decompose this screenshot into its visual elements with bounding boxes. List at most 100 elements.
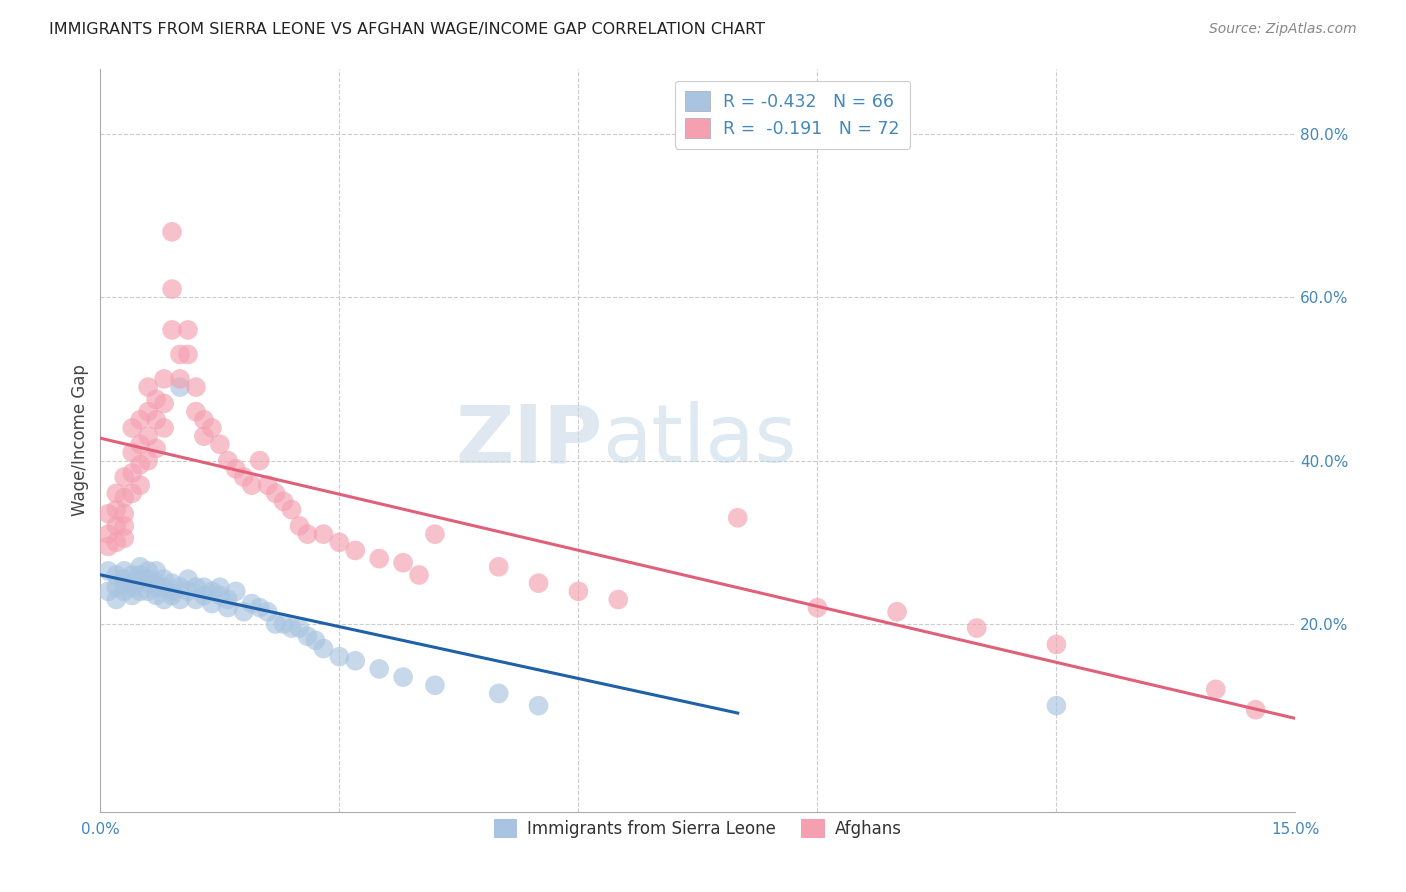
Point (136, 584, 159, 599)
Point (160, 323, 183, 337)
Point (208, 437, 231, 451)
Point (121, 576, 143, 591)
Point (129, 584, 152, 599)
Point (153, 592, 176, 607)
Point (288, 519, 311, 533)
Point (105, 486, 128, 500)
Point (169, 380, 191, 394)
Point (368, 551, 391, 566)
Point (129, 458, 152, 472)
Point (145, 392, 167, 407)
Point (1045, 698, 1067, 713)
Point (97, 564, 120, 578)
Point (273, 617, 295, 632)
Point (264, 617, 287, 632)
Point (169, 592, 191, 607)
Point (145, 588, 167, 602)
Point (184, 404, 207, 418)
Point (160, 282, 183, 296)
Point (217, 600, 239, 615)
Point (312, 641, 335, 656)
Point (105, 519, 128, 533)
Point (121, 421, 143, 435)
Point (112, 564, 135, 578)
Point (264, 486, 287, 500)
Point (121, 588, 143, 602)
Point (136, 576, 159, 591)
Point (966, 621, 988, 635)
Point (288, 621, 311, 635)
Point (184, 580, 207, 594)
Point (145, 442, 167, 456)
Point (105, 580, 128, 594)
Point (121, 580, 143, 594)
Point (112, 519, 135, 533)
Point (129, 568, 152, 582)
Point (105, 502, 128, 516)
Point (256, 605, 278, 619)
Point (160, 576, 183, 591)
Point (136, 380, 159, 394)
Point (153, 572, 176, 586)
Point (423, 527, 446, 541)
Point (145, 413, 167, 427)
Text: ZIP: ZIP (456, 401, 602, 479)
Point (392, 670, 415, 684)
Point (240, 478, 263, 492)
Point (1205, 682, 1227, 697)
Point (97, 540, 120, 554)
Point (153, 396, 176, 410)
Point (527, 698, 550, 713)
Point (160, 588, 183, 602)
Point (193, 429, 215, 443)
Point (129, 437, 152, 451)
Point (344, 543, 367, 558)
Point (129, 478, 152, 492)
Point (169, 580, 191, 594)
Point (280, 621, 302, 635)
Point (806, 600, 828, 615)
Point (249, 453, 271, 467)
Point (145, 576, 167, 591)
Point (121, 486, 143, 500)
Point (169, 372, 191, 386)
Point (312, 527, 335, 541)
Point (184, 592, 207, 607)
Point (97, 584, 120, 599)
Point (423, 678, 446, 692)
Point (201, 597, 224, 611)
Point (1244, 703, 1267, 717)
Point (136, 429, 159, 443)
Point (328, 535, 350, 549)
Point (527, 576, 550, 591)
Point (488, 686, 510, 700)
Point (201, 584, 224, 599)
Point (145, 564, 167, 578)
Point (105, 535, 128, 549)
Point (177, 323, 200, 337)
Point (201, 421, 224, 435)
Point (193, 413, 215, 427)
Point (153, 372, 176, 386)
Point (217, 453, 239, 467)
Point (1045, 637, 1067, 651)
Point (97, 507, 120, 521)
Point (105, 592, 128, 607)
Point (112, 531, 135, 545)
Point (112, 572, 135, 586)
Legend: Immigrants from Sierra Leone, Afghans: Immigrants from Sierra Leone, Afghans (488, 812, 908, 845)
Point (408, 568, 430, 582)
Point (145, 580, 167, 594)
Point (169, 347, 191, 361)
Point (392, 556, 415, 570)
Point (112, 491, 135, 505)
Point (256, 478, 278, 492)
Point (727, 510, 749, 524)
Point (153, 580, 176, 594)
Point (97, 527, 120, 541)
Point (488, 559, 510, 574)
Point (112, 576, 135, 591)
Point (112, 470, 135, 484)
Point (193, 588, 215, 602)
Point (886, 605, 908, 619)
